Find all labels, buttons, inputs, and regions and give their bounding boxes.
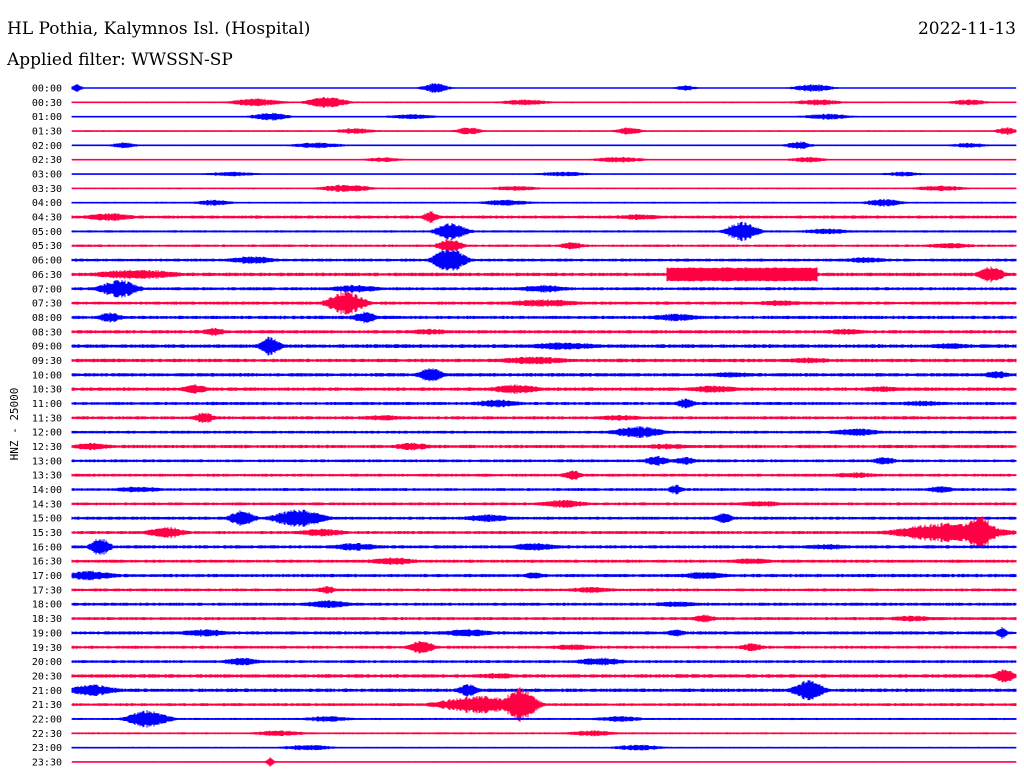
time-tick-label: 13:00 bbox=[32, 456, 62, 467]
time-tick-label: 07:00 bbox=[32, 284, 62, 295]
time-tick-label: 16:00 bbox=[32, 542, 62, 553]
time-tick-label: 14:00 bbox=[32, 485, 62, 496]
time-tick-label: 20:30 bbox=[32, 671, 62, 682]
time-tick-label: 23:00 bbox=[32, 743, 62, 754]
time-tick-label: 19:00 bbox=[32, 628, 62, 639]
time-tick-label: 15:30 bbox=[32, 528, 62, 539]
time-tick-label: 03:00 bbox=[32, 170, 62, 181]
time-tick-label: 09:00 bbox=[32, 342, 62, 353]
time-tick-label: 06:00 bbox=[32, 256, 62, 267]
time-tick-label: 10:00 bbox=[32, 370, 62, 381]
station-title: HL Pothia, Kalymnos Isl. (Hospital) bbox=[7, 19, 311, 39]
time-tick-label: 00:00 bbox=[32, 84, 62, 95]
time-tick-label: 15:00 bbox=[32, 514, 62, 525]
time-tick-label: 18:00 bbox=[32, 600, 62, 611]
date-label: 2022-11-13 bbox=[917, 19, 1016, 39]
time-tick-label: 05:00 bbox=[32, 227, 62, 238]
time-tick-label: 12:00 bbox=[32, 428, 62, 439]
filter-label: Applied filter: WWSSN-SP bbox=[7, 50, 233, 70]
time-tick-label: 22:00 bbox=[32, 714, 62, 725]
time-tick-label: 01:30 bbox=[32, 127, 62, 138]
time-tick-label: 19:30 bbox=[32, 643, 62, 654]
time-tick-label: 02:00 bbox=[32, 141, 62, 152]
time-tick-label: 08:00 bbox=[32, 313, 62, 324]
time-tick-label: 17:00 bbox=[32, 571, 62, 582]
time-tick-label: 12:30 bbox=[32, 442, 62, 453]
time-tick-label: 00:30 bbox=[32, 98, 62, 109]
time-tick-label: 13:30 bbox=[32, 471, 62, 482]
time-tick-label: 11:30 bbox=[32, 413, 62, 424]
time-tick-label: 05:30 bbox=[32, 241, 62, 252]
time-tick-label: 18:30 bbox=[32, 614, 62, 625]
time-tick-label: 17:30 bbox=[32, 585, 62, 596]
time-tick-label: 07:30 bbox=[32, 299, 62, 310]
time-tick-label: 11:00 bbox=[32, 399, 62, 410]
time-tick-label: 04:00 bbox=[32, 198, 62, 209]
time-tick-label: 09:30 bbox=[32, 356, 62, 367]
time-tick-label: 21:00 bbox=[32, 686, 62, 697]
time-tick-label: 08:30 bbox=[32, 327, 62, 338]
time-tick-label: 03:30 bbox=[32, 184, 62, 195]
time-tick-label: 20:00 bbox=[32, 657, 62, 668]
time-tick-label: 02:30 bbox=[32, 155, 62, 166]
time-tick-label: 14:30 bbox=[32, 499, 62, 510]
time-tick-label: 23:30 bbox=[32, 757, 62, 768]
trace-rows: 00:00 00:30 01:00 01:30 02:00 02:30 03:00 03:30… bbox=[32, 83, 1017, 768]
time-tick-label: 06:30 bbox=[32, 270, 62, 281]
time-tick-label: 22:30 bbox=[32, 729, 62, 740]
time-tick-label: 01:00 bbox=[32, 112, 62, 123]
time-tick-label: 04:30 bbox=[32, 213, 62, 224]
channel-label: HNZ - 25000 bbox=[8, 388, 21, 461]
time-tick-label: 10:30 bbox=[32, 385, 62, 396]
time-tick-label: 16:30 bbox=[32, 557, 62, 568]
time-tick-label: 21:30 bbox=[32, 700, 62, 711]
